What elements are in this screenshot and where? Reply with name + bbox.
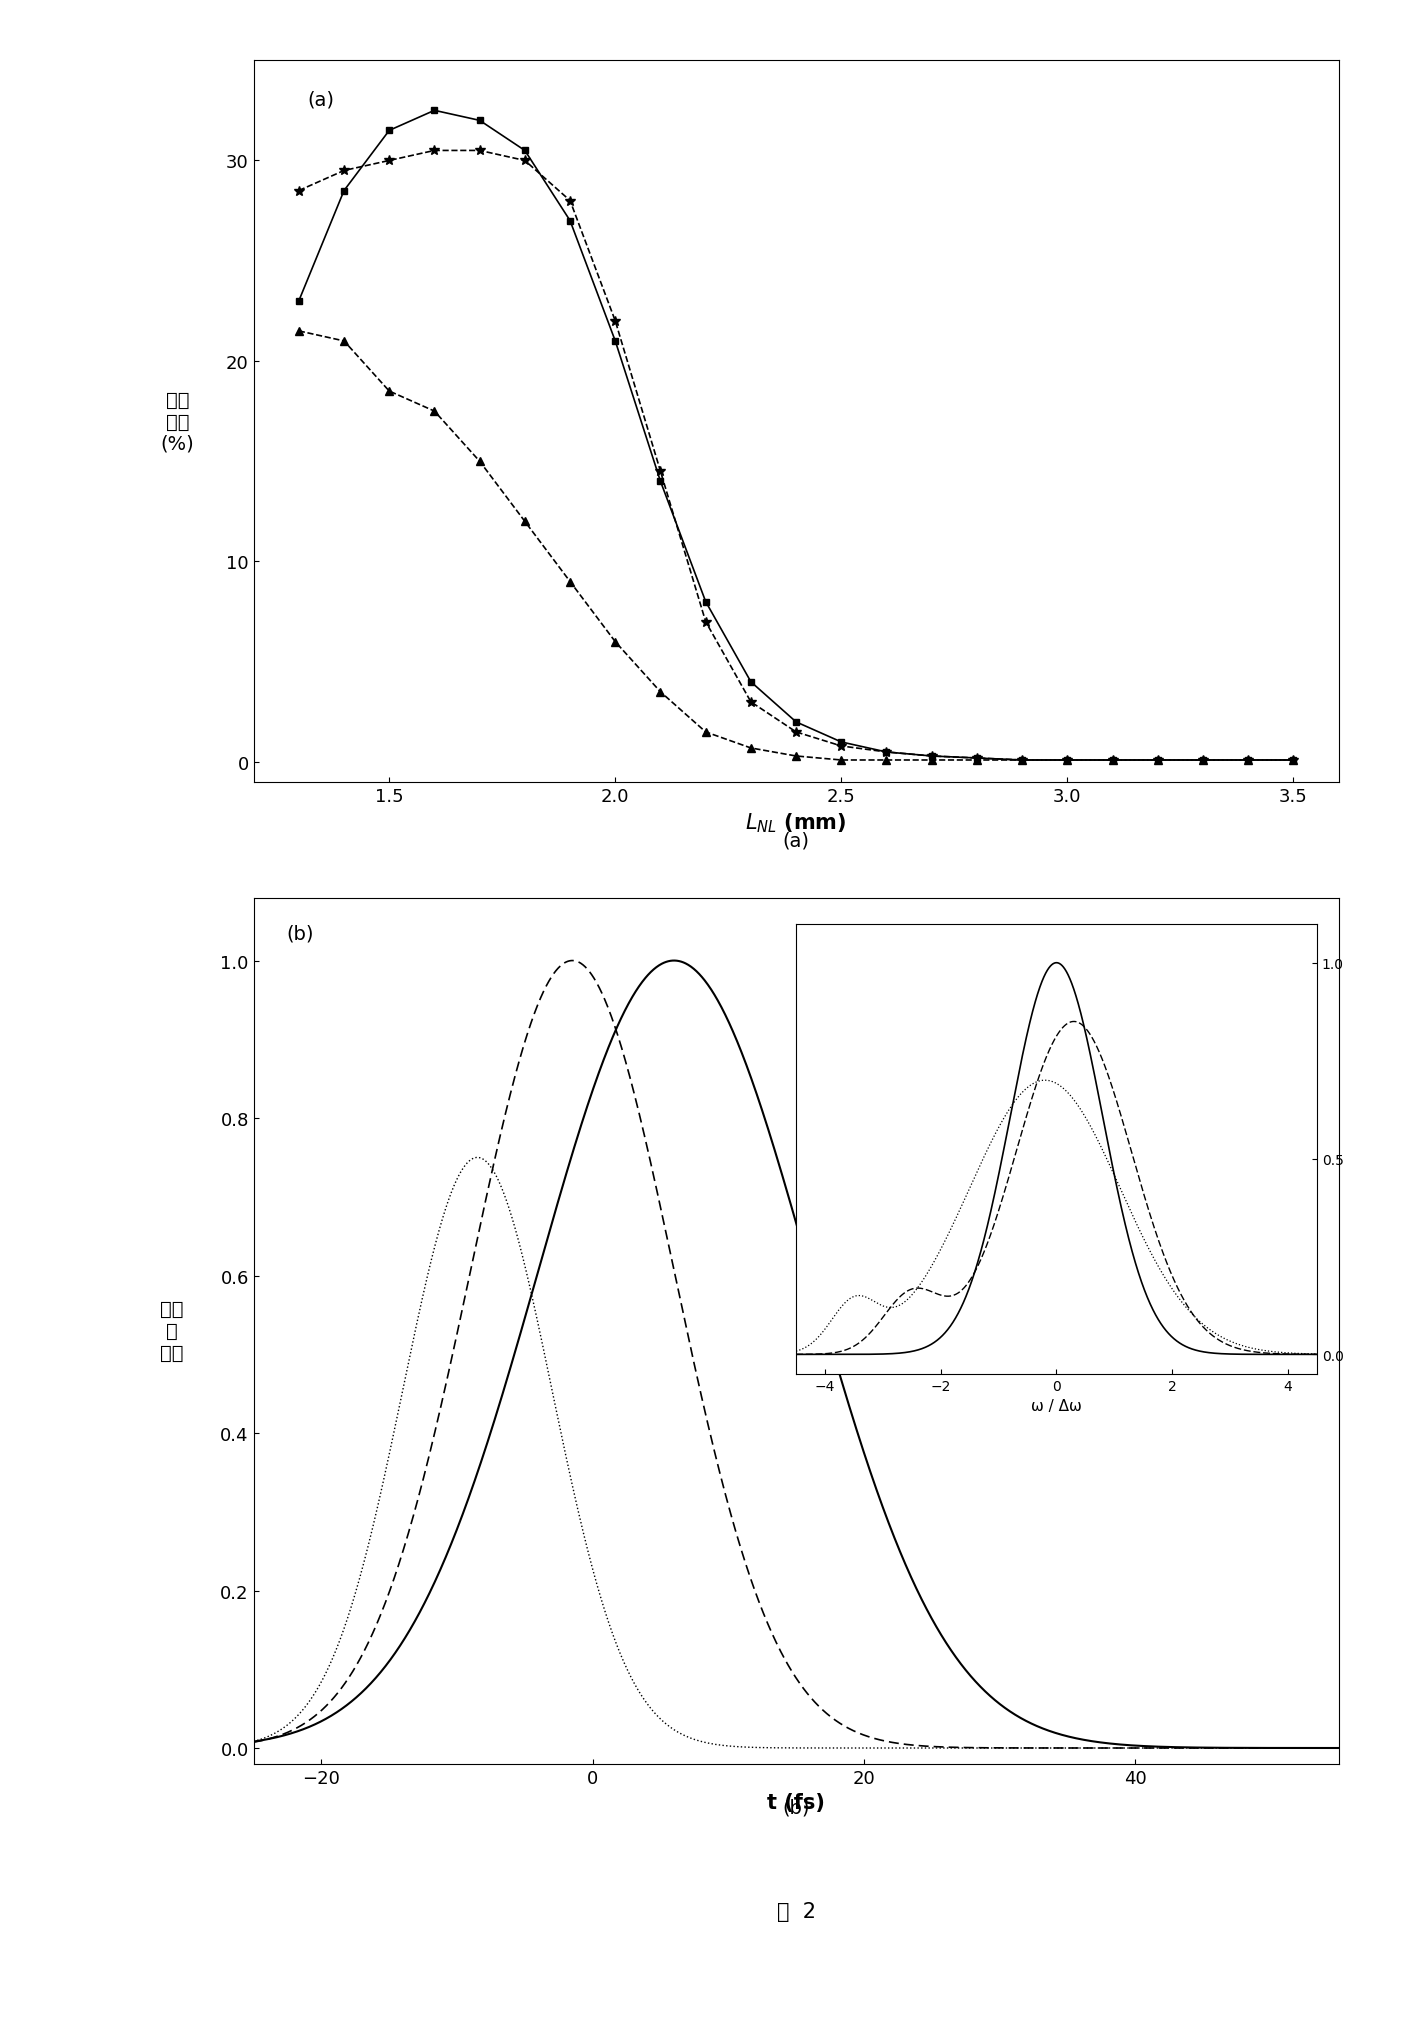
X-axis label: t (fs): t (fs) [766,1792,826,1813]
Text: (b): (b) [782,1798,810,1817]
Text: (a): (a) [307,90,335,108]
Y-axis label: 转换
效率
(%): 转换 效率 (%) [161,389,194,453]
Text: 图  2: 图 2 [776,1900,816,1921]
X-axis label: $L_{NL}$ (mm): $L_{NL}$ (mm) [745,812,847,834]
Y-axis label: 归一
化
强度: 归一 化 强度 [159,1299,183,1362]
Text: (b): (b) [286,924,314,944]
Text: (a): (a) [782,830,810,850]
